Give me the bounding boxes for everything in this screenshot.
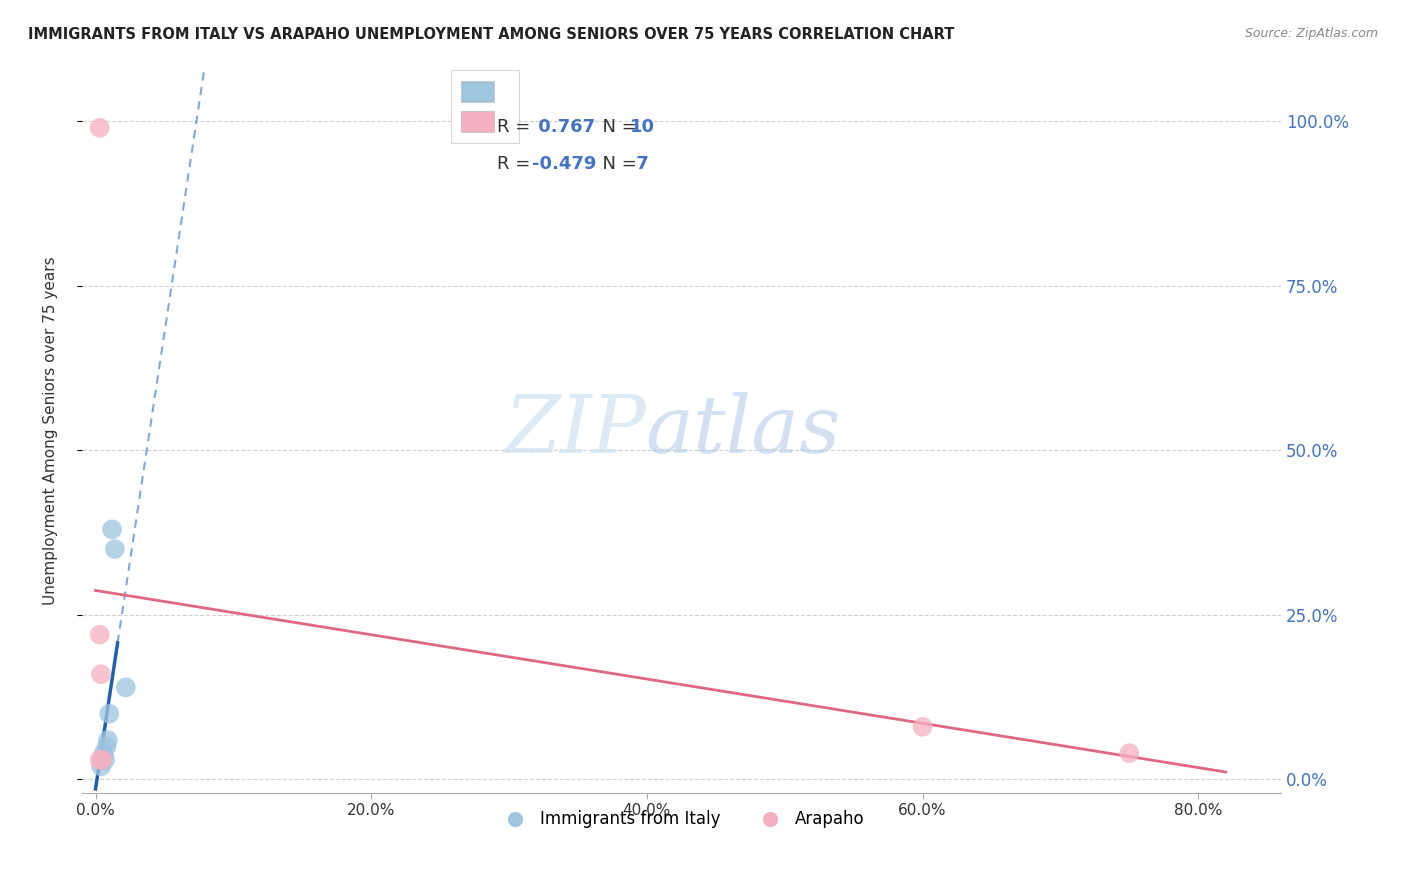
Point — [104, 542, 127, 557]
Point — [1118, 746, 1140, 760]
Legend: Immigrants from Italy, Arapaho: Immigrants from Italy, Arapaho — [491, 804, 872, 835]
Text: 0.767: 0.767 — [531, 119, 595, 136]
Text: -0.479: -0.479 — [531, 154, 596, 172]
Text: ZIP: ZIP — [503, 392, 645, 469]
Point — [91, 753, 114, 767]
Point — [91, 753, 114, 767]
Point — [90, 759, 112, 773]
Point — [89, 628, 111, 642]
Text: 10: 10 — [630, 119, 655, 136]
Text: Source: ZipAtlas.com: Source: ZipAtlas.com — [1244, 27, 1378, 40]
Text: atlas: atlas — [645, 392, 841, 469]
Point — [89, 753, 111, 767]
Point — [115, 681, 138, 695]
Point — [96, 739, 118, 754]
Point — [98, 706, 121, 721]
Point — [93, 746, 115, 760]
Point — [101, 522, 124, 536]
Text: 7: 7 — [630, 154, 650, 172]
Text: N =: N = — [591, 154, 643, 172]
Text: R =: R = — [496, 154, 536, 172]
Point — [89, 120, 111, 135]
Point — [97, 733, 120, 747]
Text: IMMIGRANTS FROM ITALY VS ARAPAHO UNEMPLOYMENT AMONG SENIORS OVER 75 YEARS CORREL: IMMIGRANTS FROM ITALY VS ARAPAHO UNEMPLO… — [28, 27, 955, 42]
Point — [911, 720, 934, 734]
Point — [90, 667, 112, 681]
Y-axis label: Unemployment Among Seniors over 75 years: Unemployment Among Seniors over 75 years — [44, 256, 58, 605]
Point — [94, 753, 117, 767]
Text: N =: N = — [591, 119, 643, 136]
Text: R =: R = — [496, 119, 536, 136]
